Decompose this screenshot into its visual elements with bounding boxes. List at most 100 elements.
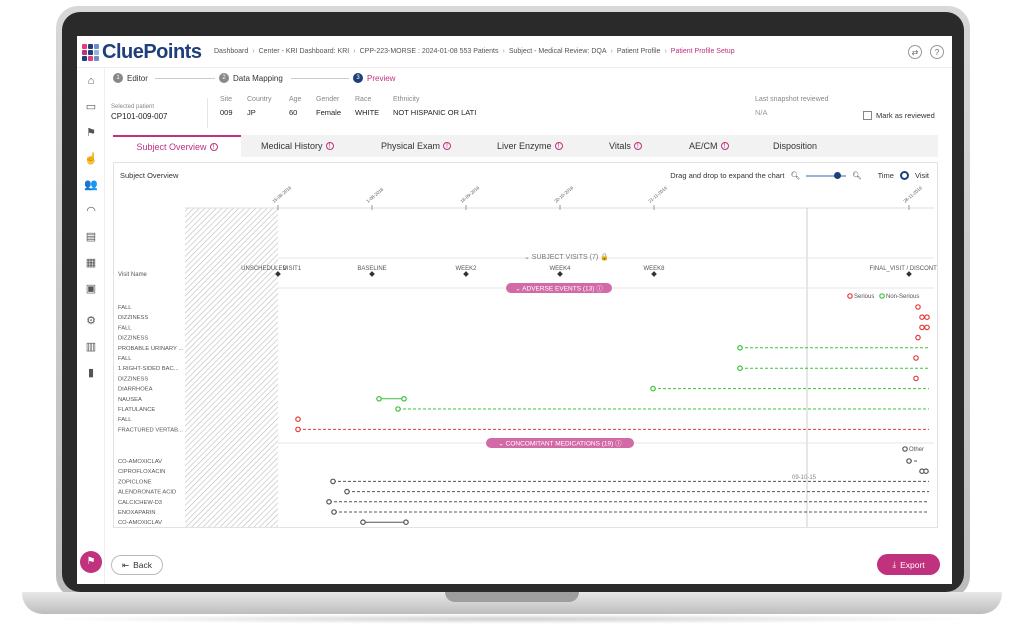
stepper: 1 Editor 2 Data Mapping 3 Preview	[113, 73, 913, 89]
visit-radio[interactable]	[899, 171, 909, 180]
zoom-out-icon[interactable]: 🔍︎	[790, 171, 801, 180]
step-connector	[155, 78, 215, 79]
concomitant-medications-pill	[486, 438, 634, 448]
adverse-event-label: DIZZINESS	[118, 336, 148, 342]
tab-ae-cm[interactable]: AE/CM!	[689, 135, 729, 157]
adverse-event-label: DIZZINESS	[118, 315, 148, 321]
selected-patient[interactable]: Selected patient CP101-009-007	[111, 104, 167, 121]
legend-nonserious-marker	[879, 293, 885, 299]
breadcrumb-item[interactable]: Patient Profile Setup	[670, 48, 735, 55]
checkbox-box[interactable]	[863, 111, 872, 120]
adverse-event-marker	[737, 345, 743, 351]
adverse-event-marker	[913, 355, 919, 361]
breadcrumb-item[interactable]: CPP-223-MORSE : 2024-01-08 553 Patients	[359, 48, 499, 55]
adverse-event-marker	[924, 314, 930, 321]
step-preview[interactable]: 3 Preview	[353, 73, 395, 83]
breadcrumb-item[interactable]: Subject - Medical Review: DQA	[508, 48, 607, 55]
zoom-slider[interactable]	[806, 171, 847, 179]
app-logo[interactable]: CluePoints	[81, 41, 202, 64]
adverse-event-label: FALL	[118, 325, 132, 331]
adverse-event-label: FLATULANCE	[118, 407, 155, 413]
back-button[interactable]: ⇤ Back	[111, 555, 163, 575]
axis-date-label: 21-11-2016	[647, 185, 668, 204]
field-site: Site 009	[220, 96, 233, 117]
field-country: Country JP	[247, 96, 272, 117]
tab-subject-overview[interactable]: Subject Overview!	[113, 135, 241, 157]
flag-fab-button[interactable]: ⚑	[80, 551, 102, 573]
axis-date-label: 16-09-2016	[459, 185, 480, 204]
time-radio-label[interactable]: Time	[877, 171, 894, 180]
help-icon[interactable]: ?	[930, 45, 944, 59]
list-icon[interactable]: ▣	[85, 283, 97, 295]
zoom-in-icon[interactable]: 🔍︎	[852, 171, 862, 180]
breadcrumb-item[interactable]: Patient Profile	[616, 48, 661, 55]
visit-label: WEEK8	[643, 266, 665, 272]
field-age: Age 60	[289, 96, 302, 117]
visit-label: FINAL_VISIT / DISCONTI	[870, 266, 938, 272]
visit-label: UNSCHEDULED	[241, 266, 287, 272]
adverse-event-label: FALL	[118, 305, 132, 311]
adverse-event-marker	[924, 324, 930, 331]
con-med-label: CO-AMOXICLAV	[118, 520, 162, 526]
adverse-event-marker	[650, 385, 656, 392]
tab-medical-history[interactable]: Medical History!	[261, 135, 334, 157]
legend-other-marker	[902, 446, 908, 452]
visit-marker	[906, 271, 912, 277]
home-icon[interactable]: ⌂	[87, 75, 95, 87]
con-med-marker	[326, 498, 332, 505]
mark-reviewed-checkbox[interactable]: Mark as reviewed	[863, 111, 935, 120]
con-med-label: ZOPICLONE	[118, 479, 152, 485]
translate-icon[interactable]: ⇄	[908, 45, 922, 59]
breadcrumb-item[interactable]: Center - KRI Dashboard: KRI	[258, 48, 350, 55]
tab-physical-exam[interactable]: Physical Exam!	[381, 135, 452, 157]
con-med-label: ENOXAPARIN	[118, 510, 156, 516]
legend-serious-marker	[847, 293, 853, 299]
adverse-event-marker	[737, 365, 743, 372]
tab-disposition[interactable]: Disposition	[773, 141, 818, 151]
breadcrumb-item[interactable]: Dashboard	[214, 48, 249, 55]
calendar-icon[interactable]: ▦	[85, 257, 97, 269]
con-med-marker	[360, 519, 366, 526]
export-button[interactable]: ⤓ Export	[877, 554, 940, 575]
pre-study-region	[185, 208, 278, 527]
adverse-event-marker	[376, 396, 382, 402]
legend-other-label: Other	[909, 447, 924, 453]
file-icon[interactable]: ▮	[87, 367, 95, 379]
visit-radio-label[interactable]: Visit	[914, 171, 929, 180]
users-icon[interactable]: 👥	[84, 179, 98, 191]
tab-liver-enzyme[interactable]: Liver Enzyme!	[497, 135, 563, 157]
legend-serious-label: Serious	[854, 294, 874, 300]
gauge-icon[interactable]: ◠	[86, 205, 96, 217]
axis-date-label: 20-10-2016	[553, 185, 574, 204]
con-med-marker	[344, 488, 350, 495]
settings-icon[interactable]: ⚙	[86, 315, 96, 327]
sidebar: ⌂ ▭ ⚑ ☝ 👥 ◠ ▤ ▦ ▣ ⚙ ▥ ▮	[77, 68, 105, 584]
info-icon: !	[554, 142, 563, 150]
divider	[207, 98, 208, 128]
tab-vitals[interactable]: Vitals!	[609, 135, 642, 157]
step-number: 2	[219, 73, 229, 83]
step-data-mapping[interactable]: 2 Data Mapping	[219, 73, 283, 83]
visit-label: BASELINE	[357, 266, 386, 272]
flag-icon[interactable]: ⚑	[86, 127, 96, 139]
timeline-chart[interactable]: 15-08-2016 1-08-2016 16-09-2016 20-10-2016 2…	[114, 163, 938, 528]
info-icon: !	[209, 143, 218, 151]
hand-pointer-icon[interactable]: ☝	[84, 153, 98, 165]
step-editor[interactable]: 1 Editor	[113, 73, 148, 83]
monitor-icon[interactable]: ▭	[85, 101, 97, 113]
con-med-marker	[923, 468, 929, 475]
clipboard-icon[interactable]: ▤	[85, 231, 97, 243]
adverse-event-marker	[919, 324, 925, 331]
breadcrumb-separator: ›	[610, 48, 613, 55]
visit-marker	[275, 271, 281, 277]
adverse-event-label: FALL	[118, 417, 132, 423]
field-gender: Gender Female	[316, 96, 342, 117]
adverse-event-marker	[395, 406, 401, 412]
adverse-event-marker	[295, 426, 301, 433]
breadcrumb-separator: ›	[502, 48, 505, 55]
zoom-slider-handle[interactable]	[834, 171, 842, 179]
step-label: Preview	[367, 73, 396, 83]
book-icon[interactable]: ▥	[85, 341, 97, 353]
breadcrumb-separator: ›	[252, 48, 255, 55]
export-icon: ⤓	[892, 559, 897, 569]
